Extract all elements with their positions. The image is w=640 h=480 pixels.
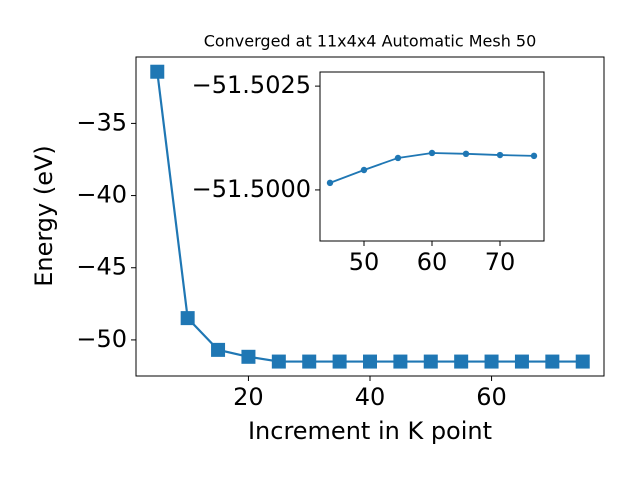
data-point bbox=[514, 354, 529, 369]
y-tick-label: −51.5025 bbox=[192, 71, 311, 99]
data-point bbox=[484, 354, 499, 369]
data-point bbox=[326, 179, 334, 187]
x-axis-label: Increment in K point bbox=[248, 417, 492, 445]
data-point bbox=[428, 149, 436, 157]
data-point bbox=[545, 354, 560, 369]
y-tick-label: −50 bbox=[76, 325, 127, 353]
data-point bbox=[271, 354, 286, 369]
data-point bbox=[150, 64, 165, 79]
axes-frame bbox=[319, 71, 545, 242]
x-tick-label: 20 bbox=[233, 383, 264, 411]
data-point bbox=[241, 349, 256, 364]
y-tick-label: −35 bbox=[76, 108, 127, 136]
x-tick-label: 60 bbox=[476, 383, 507, 411]
x-tick-label: 50 bbox=[349, 248, 380, 276]
y-tick-label: −40 bbox=[76, 181, 127, 209]
axes-background bbox=[320, 72, 544, 241]
x-tick-label: 60 bbox=[417, 248, 448, 276]
data-point bbox=[454, 354, 469, 369]
data-point bbox=[393, 354, 408, 369]
data-point bbox=[302, 354, 317, 369]
data-point bbox=[575, 354, 590, 369]
data-point bbox=[360, 166, 368, 174]
x-tick-label: 40 bbox=[355, 383, 386, 411]
data-point bbox=[332, 354, 347, 369]
data-point bbox=[363, 354, 377, 369]
data-point bbox=[211, 342, 226, 357]
data-point bbox=[496, 151, 504, 159]
y-tick-label: −45 bbox=[76, 253, 127, 281]
axes-frame bbox=[135, 56, 605, 377]
y-axis-label: Energy (eV) bbox=[30, 145, 58, 287]
data-point bbox=[423, 354, 438, 369]
data-point bbox=[394, 154, 402, 162]
data-point bbox=[180, 311, 195, 326]
data-point bbox=[462, 150, 470, 158]
y-tick-label: −51.5000 bbox=[192, 175, 311, 203]
data-point bbox=[530, 152, 538, 160]
chart-title: Converged at 11x4x4 Automatic Mesh 50 bbox=[204, 32, 537, 51]
x-tick-label: 70 bbox=[485, 248, 516, 276]
